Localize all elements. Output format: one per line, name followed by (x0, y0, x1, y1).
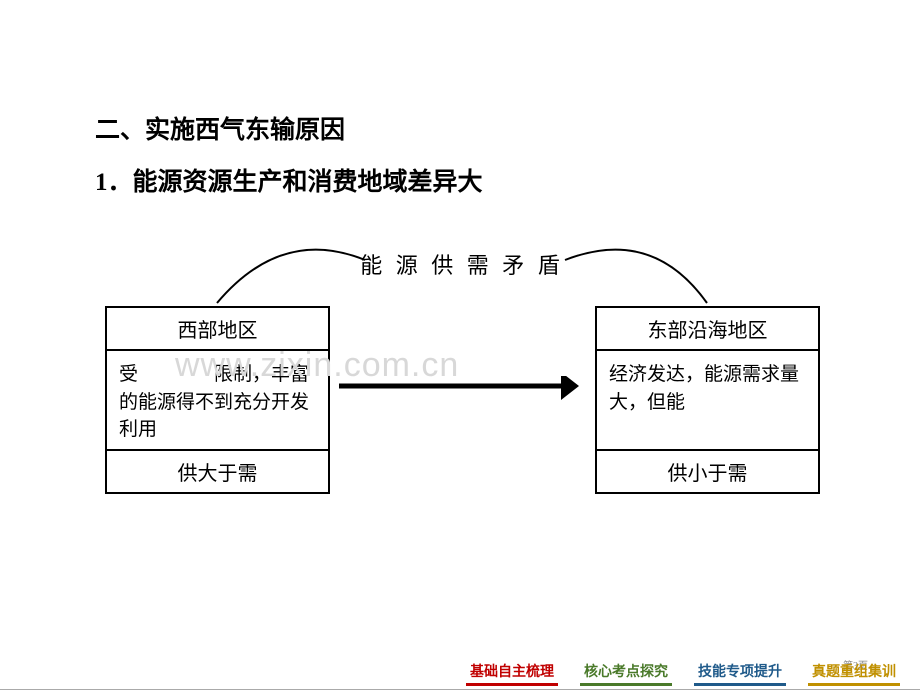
tab-core[interactable]: 核心考点探究 (580, 659, 672, 686)
content-area: 二、实施西气东输原因 1．能源资源生产和消费地域差异大 能 源 供 需 矛 盾 … (0, 0, 920, 518)
east-region-box: 东部沿海地区 经济发达，能源需求量大，但能 供小于需 (595, 306, 820, 494)
subsection-heading: 1．能源资源生产和消费地域差异大 (95, 162, 825, 198)
flow-arrow (339, 376, 599, 406)
east-box-header: 东部沿海地区 (597, 308, 818, 351)
footer-tabs: 基础自主梳理 核心考点探究 技能专项提升 真题重组集训 (466, 659, 900, 686)
west-box-footer: 供大于需 (107, 449, 328, 492)
tab-basics[interactable]: 基础自主梳理 (466, 659, 558, 686)
west-box-header: 西部地区 (107, 308, 328, 351)
section-heading: 二、实施西气东输原因 (95, 110, 825, 146)
east-box-body: 经济发达，能源需求量大，但能 (597, 351, 818, 449)
supply-demand-diagram: 能 源 供 需 矛 盾 www.zixin.com.cn 西部地区 受 限制，丰… (87, 238, 837, 518)
west-box-body: 受 限制，丰富的能源得不到充分开发利用 (107, 351, 328, 449)
west-region-box: 西部地区 受 限制，丰富的能源得不到充分开发利用 供大于需 (105, 306, 330, 494)
tab-exam[interactable]: 真题重组集训 (808, 659, 900, 686)
top-label: 能 源 供 需 矛 盾 (360, 248, 564, 280)
tab-skills[interactable]: 技能专项提升 (694, 659, 786, 686)
east-box-footer: 供小于需 (597, 449, 818, 492)
